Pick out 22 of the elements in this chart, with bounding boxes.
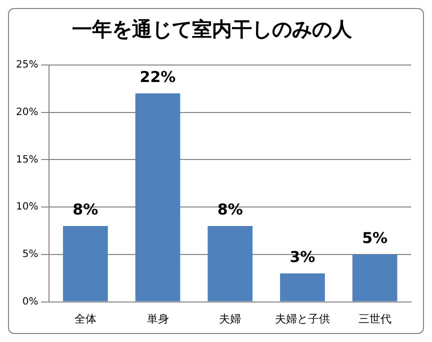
bar xyxy=(62,226,108,302)
bar xyxy=(352,254,398,302)
x-tick-label: 夫婦と子供 xyxy=(274,312,330,326)
data-label: 5% xyxy=(362,228,388,247)
data-label: 8% xyxy=(217,200,243,218)
x-tick-label: 夫婦 xyxy=(219,312,242,326)
bar xyxy=(208,226,253,302)
y-tick-label: 20% xyxy=(16,106,38,118)
y-tick-label: 15% xyxy=(16,154,38,166)
y-tick-label: 5% xyxy=(22,249,38,260)
y-tick-label: 0% xyxy=(22,296,38,308)
x-tick-label: 三世代 xyxy=(358,312,392,326)
data-label: 8% xyxy=(72,200,98,218)
x-tick-label: 単身 xyxy=(146,312,169,326)
bar xyxy=(280,273,325,302)
x-tick-label: 全体 xyxy=(74,312,96,326)
chart-title: 一年を通じて室内干しのみの人 xyxy=(72,17,353,42)
y-tick-label: 25% xyxy=(16,60,38,71)
data-label: 22% xyxy=(140,68,176,86)
data-label: 3% xyxy=(290,248,316,266)
bar xyxy=(135,93,180,302)
y-tick-label: 10% xyxy=(16,202,38,213)
